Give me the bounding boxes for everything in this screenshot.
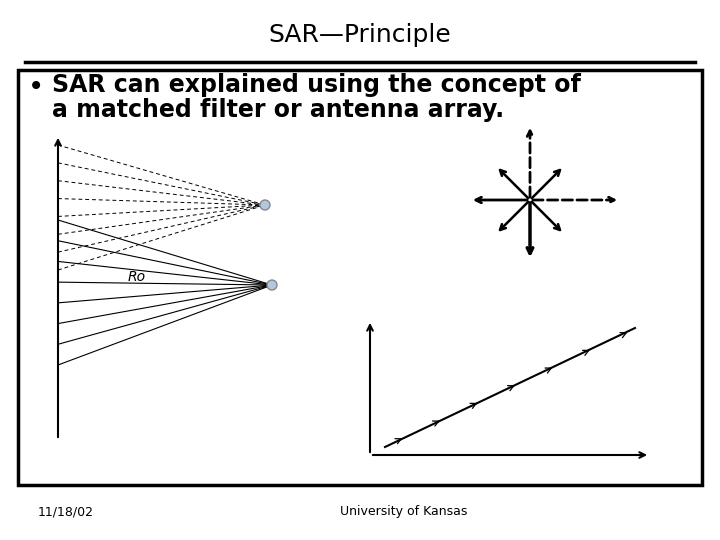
FancyBboxPatch shape <box>18 70 702 485</box>
Text: a matched filter or antenna array.: a matched filter or antenna array. <box>52 98 504 122</box>
Text: SAR can explained using the concept of: SAR can explained using the concept of <box>52 73 581 97</box>
Text: Ro: Ro <box>128 270 146 284</box>
Text: SAR—Principle: SAR—Principle <box>269 23 451 47</box>
Circle shape <box>267 280 277 290</box>
Text: 11/18/02: 11/18/02 <box>38 505 94 518</box>
Text: University of Kansas: University of Kansas <box>340 505 467 518</box>
Circle shape <box>260 200 270 210</box>
Text: •: • <box>28 73 44 101</box>
